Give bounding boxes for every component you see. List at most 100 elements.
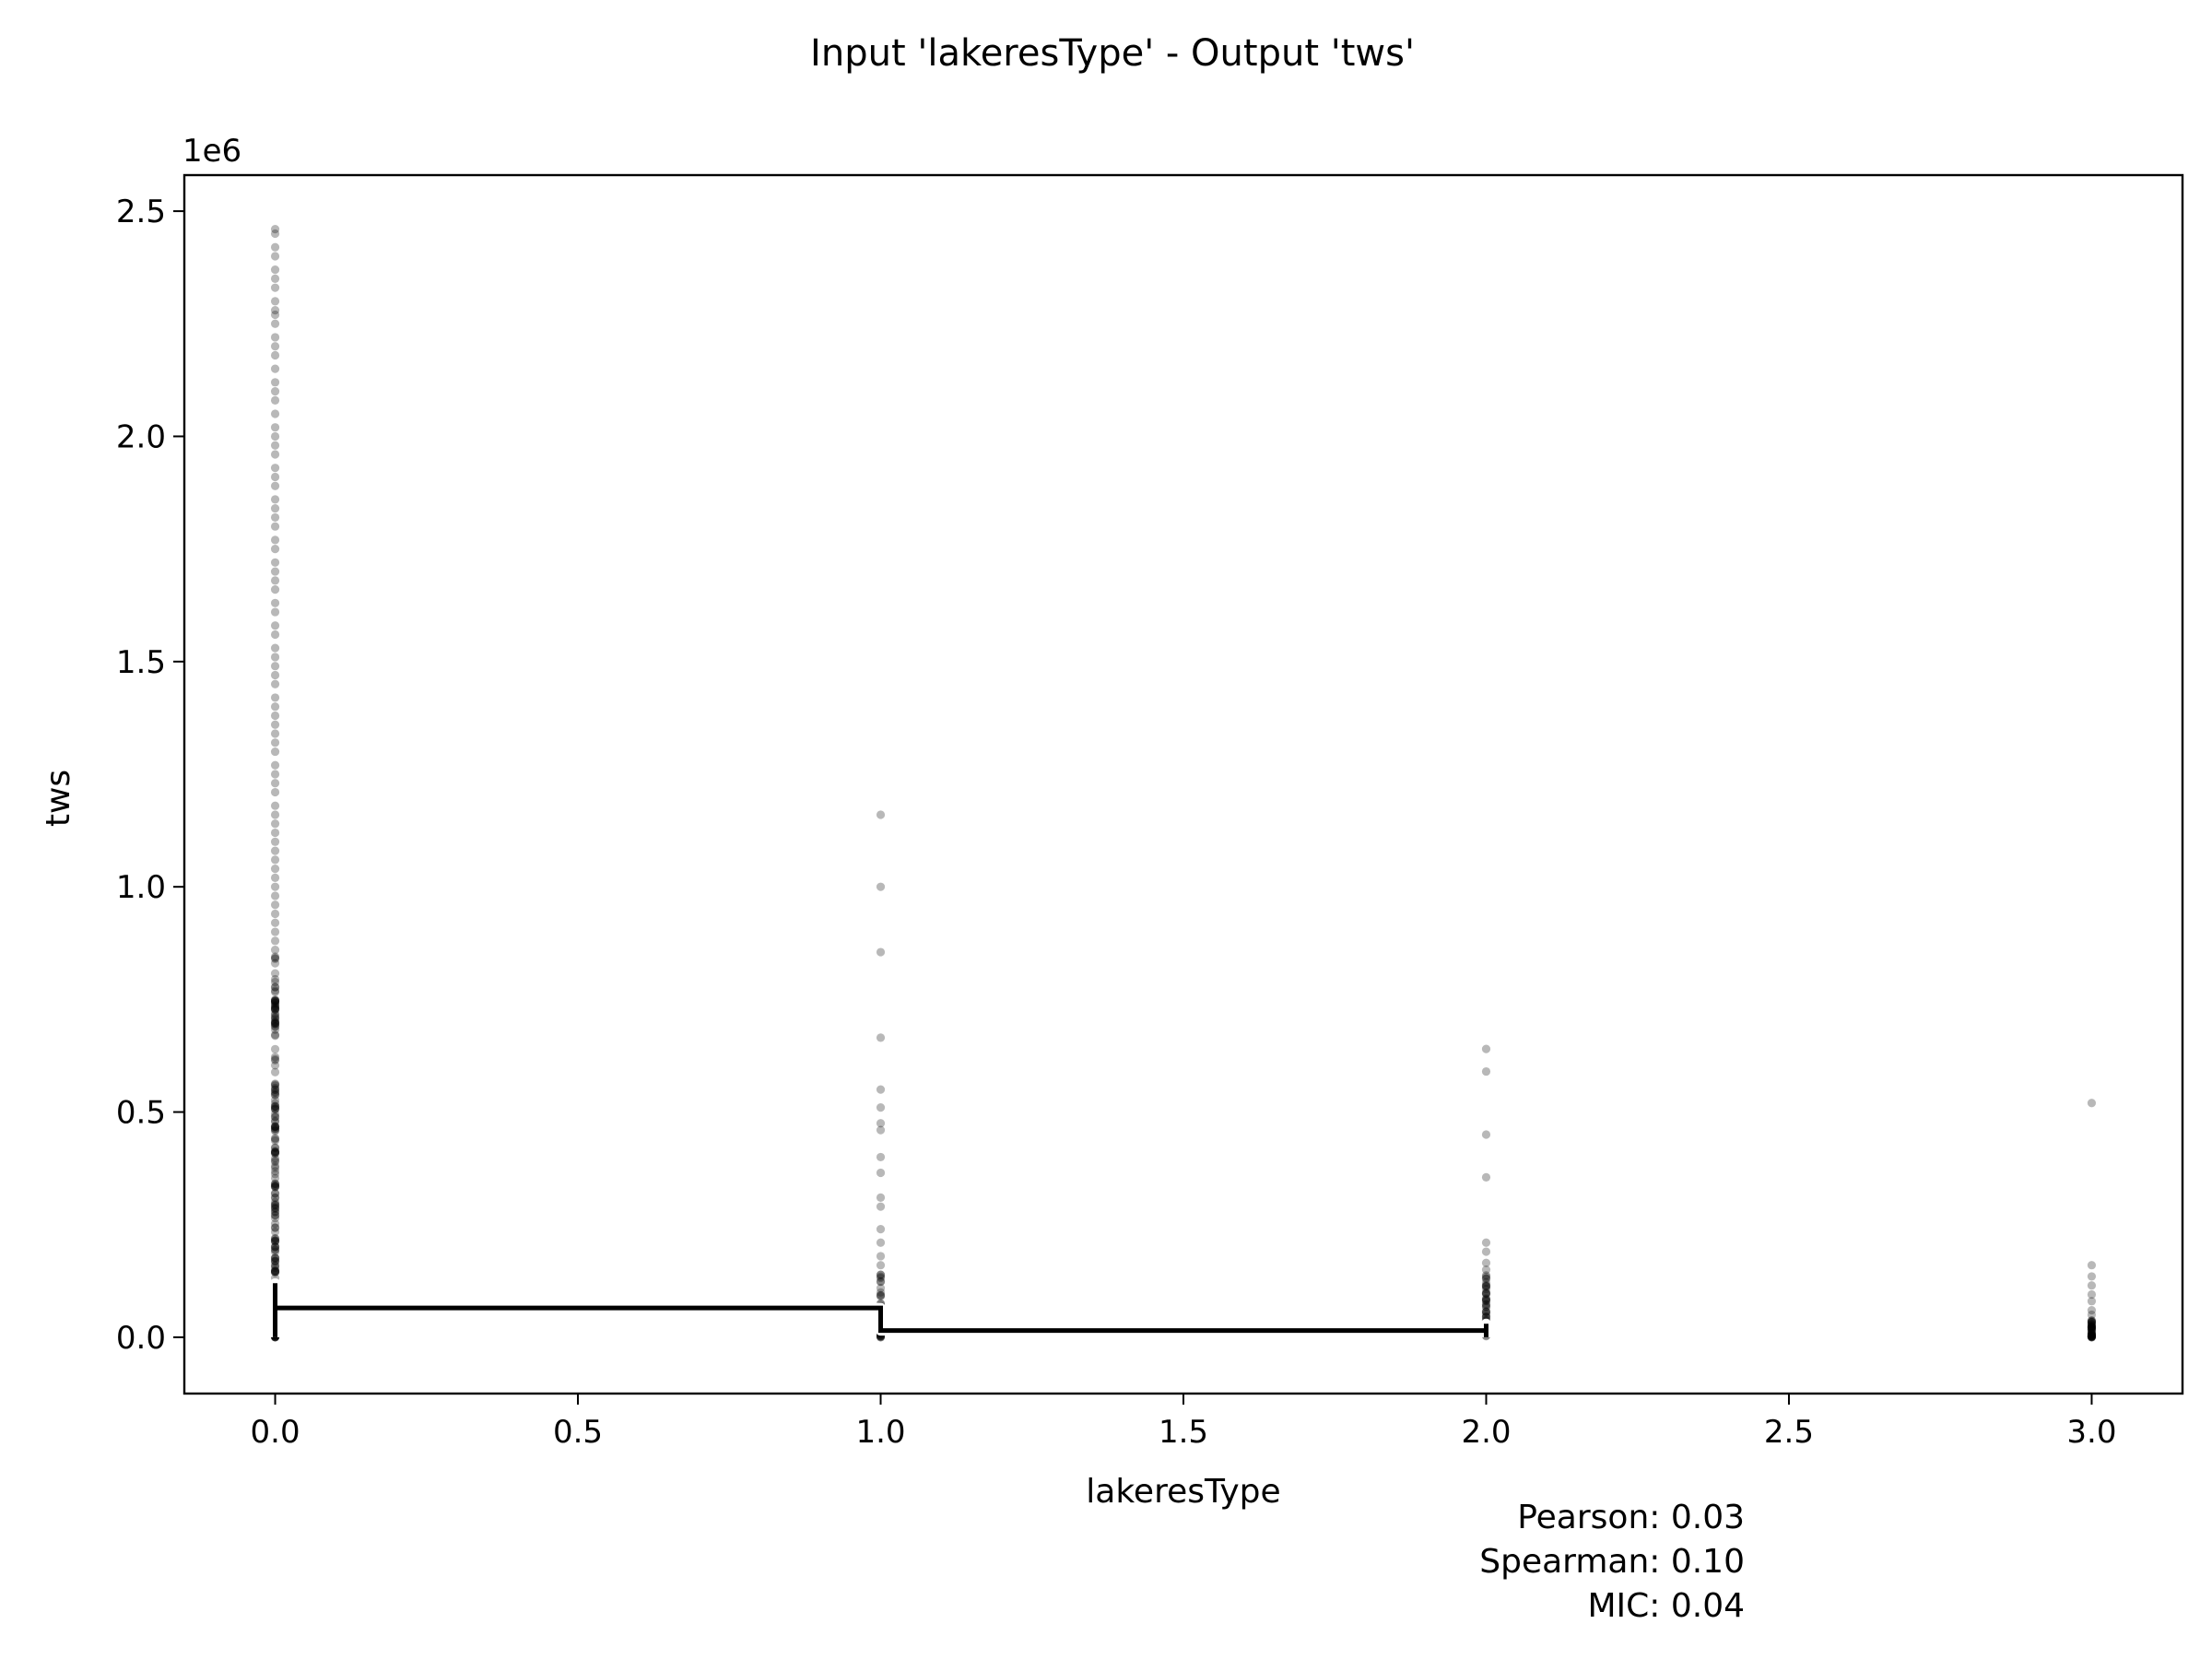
data-point	[270, 1193, 280, 1202]
data-point	[270, 558, 280, 567]
data-point	[1481, 1130, 1491, 1139]
data-point	[270, 1055, 280, 1065]
data-point	[270, 1182, 280, 1192]
data-point	[2087, 1272, 2097, 1281]
y-tick-label: 0.0	[116, 1320, 166, 1357]
data-point	[270, 1126, 280, 1135]
data-point	[2087, 1323, 2097, 1332]
data-point	[270, 1261, 280, 1270]
data-point	[270, 1025, 280, 1034]
data-point	[270, 1182, 280, 1192]
data-point	[270, 1143, 280, 1152]
data-point	[2087, 1323, 2097, 1332]
data-point	[2087, 1317, 2097, 1327]
y-tick-label: 1.0	[116, 869, 166, 906]
data-point	[270, 1123, 280, 1132]
data-point	[270, 1268, 280, 1277]
data-point	[270, 643, 280, 653]
data-point	[270, 1116, 280, 1125]
data-point	[270, 998, 280, 1007]
data-point	[876, 1291, 886, 1301]
data-point	[876, 1193, 886, 1202]
data-point	[270, 1263, 280, 1273]
chart-title: Input 'lakeresType' - Output 'tws'	[810, 32, 1415, 75]
data-point	[270, 846, 280, 855]
pearson-stat: Pearson: 0.03	[1517, 1499, 1745, 1536]
data-point	[2087, 1310, 2097, 1320]
data-point	[270, 1253, 280, 1263]
data-point	[1481, 1295, 1491, 1304]
data-point	[270, 1200, 280, 1209]
data-point	[270, 1245, 280, 1254]
data-point	[270, 423, 280, 432]
data-point	[270, 1237, 280, 1246]
data-point	[270, 1085, 280, 1095]
data-point	[270, 1147, 280, 1157]
data-point	[2087, 1328, 2097, 1337]
data-point	[2087, 1297, 2097, 1306]
data-point	[270, 1256, 280, 1265]
data-point	[270, 865, 280, 874]
data-point	[2087, 1329, 2097, 1339]
data-point	[876, 1168, 886, 1178]
data-point	[270, 1103, 280, 1113]
axes: 0.0 0.5 1.0 1.5 2.0 2.5 3.0 0.0 0.5 1.0 1.5 2.0 2.5	[116, 173, 2184, 1451]
data-point	[2087, 1316, 2097, 1325]
data-point	[2087, 1323, 2097, 1332]
data-point	[270, 1044, 280, 1053]
data-point	[270, 1223, 280, 1232]
data-point	[270, 1090, 280, 1100]
data-point	[270, 1256, 280, 1265]
data-point	[270, 225, 280, 234]
data-point	[270, 342, 280, 351]
data-point	[876, 1033, 886, 1042]
data-point	[270, 395, 280, 405]
data-point	[270, 450, 280, 459]
data-point	[2087, 1332, 2097, 1341]
data-point	[876, 1261, 886, 1270]
data-point	[270, 837, 280, 846]
data-point	[270, 598, 280, 607]
data-point	[270, 1194, 280, 1203]
data-point	[270, 1201, 280, 1210]
data-point	[270, 998, 280, 1008]
data-point	[270, 1134, 280, 1143]
x-tick-label: 0.0	[251, 1414, 300, 1451]
data-point	[270, 1223, 280, 1232]
data-point	[1481, 1294, 1491, 1303]
data-point	[270, 535, 280, 545]
data-point	[270, 1266, 280, 1277]
data-point	[876, 1125, 886, 1135]
data-point	[2087, 1330, 2097, 1340]
data-point	[270, 1105, 280, 1114]
data-point	[270, 1266, 280, 1276]
data-point	[2087, 1332, 2097, 1341]
data-point	[2087, 1324, 2097, 1335]
data-point	[270, 909, 280, 919]
data-point	[270, 1122, 280, 1131]
scatter-points	[270, 225, 2097, 1342]
data-point	[1481, 1312, 1491, 1322]
y-tick-label: 1.5	[116, 644, 166, 681]
x-tick-label: 1.0	[855, 1414, 905, 1451]
data-point	[270, 1122, 280, 1131]
data-point	[270, 1189, 280, 1198]
data-point	[270, 1241, 280, 1251]
step-line	[273, 1283, 1488, 1337]
data-point	[1481, 1312, 1491, 1322]
data-point	[270, 464, 280, 473]
data-point	[1481, 1288, 1491, 1298]
data-point	[270, 855, 280, 865]
data-point	[270, 1189, 280, 1198]
data-point	[270, 274, 280, 284]
data-point	[270, 982, 280, 992]
data-point	[1481, 1281, 1491, 1290]
data-point	[270, 1101, 280, 1111]
data-point	[270, 996, 280, 1006]
data-point	[1481, 1272, 1491, 1281]
data-point	[876, 1252, 886, 1261]
data-point	[270, 995, 280, 1005]
data-point	[270, 1173, 280, 1182]
data-point	[270, 1018, 280, 1027]
